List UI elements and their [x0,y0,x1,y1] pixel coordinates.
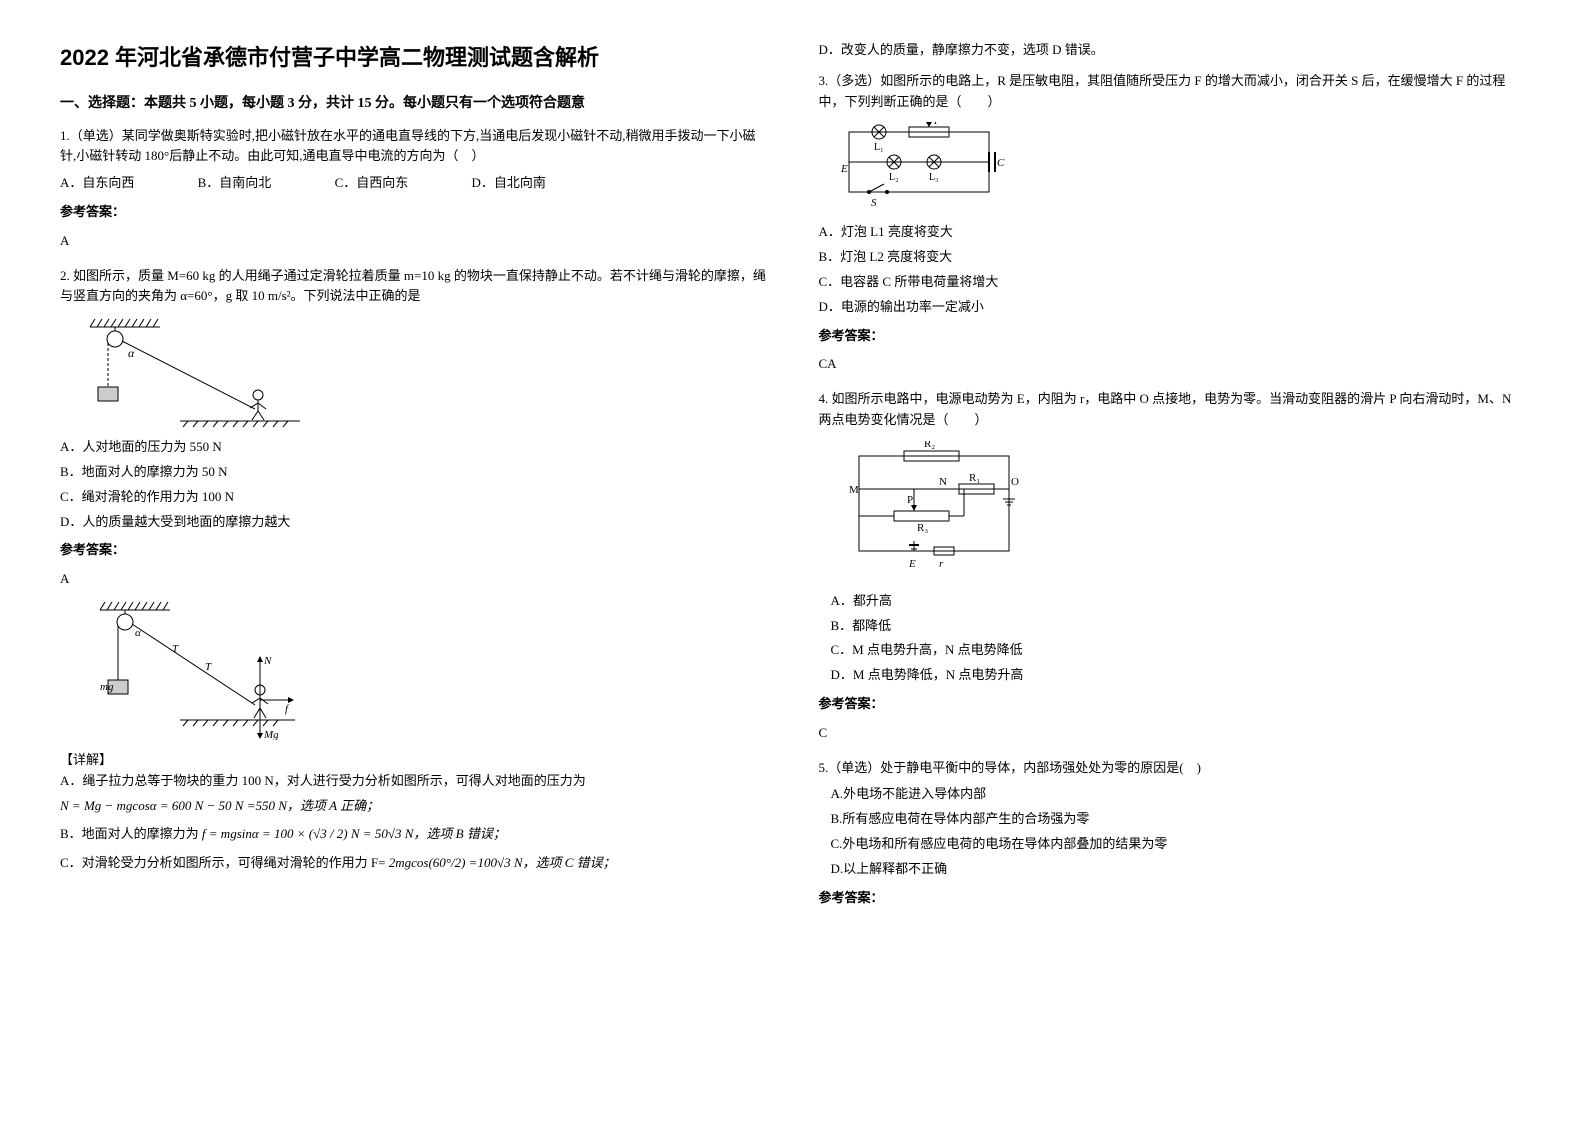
q2-optA: A．人对地面的压力为 550 N [60,437,769,458]
q1-optA: A．自东向西 [60,173,134,194]
question-1: 1.（单选）某同学做奥斯特实验时,把小磁针放在水平的通电直导线的下方,当通电后发… [60,126,769,252]
svg-text:mg: mg [100,681,114,693]
q4-optD: D．M 点电势降低，N 点电势升高 [831,665,1528,686]
q2-detailB-formula: f = mgsinα = 100 × (√3 / 2) N = 50√3 N，选… [202,826,506,841]
question-3: 3.（多选）如图所示的电路上，R 是压敏电阻，其阻值随所受压力 F 的增大而减小… [819,71,1528,375]
svg-text:E: E [840,163,848,175]
q4-optC: C．M 点电势升高，N 点电势降低 [831,640,1528,661]
q2-detailA-formula: N = Mg − mgcosα = 600 N − 50 N =550 N，选项… [60,796,769,817]
q3-answer-label: 参考答案： [819,326,1528,347]
section-header: 一、选择题：本题共 5 小题，每小题 3 分，共计 15 分。每小题只有一个选项… [60,93,769,115]
svg-text:T: T [172,643,179,655]
q3-text: 3.（多选）如图所示的电路上，R 是压敏电阻，其阻值随所受压力 F 的增大而减小… [819,71,1528,113]
q5-optB: B.所有感应电荷在导体内部产生的合场强为零 [831,809,1528,830]
svg-text:α: α [128,346,135,360]
q3-optB: B．灯泡 L2 亮度将变大 [819,247,1528,268]
svg-text:R₂: R₂ [924,441,935,450]
q4-answer-label: 参考答案： [819,694,1528,715]
svg-text:f: f [285,703,290,715]
svg-text:L₃: L₃ [929,172,939,183]
svg-text:N: N [263,655,272,667]
page-title: 2022 年河北省承德市付营子中学高二物理测试题含解析 [60,40,769,75]
q2-options: A．人对地面的压力为 550 N B．地面对人的摩擦力为 50 N C．绳对滑轮… [60,437,769,532]
pulley-diagram-icon: α [80,317,300,427]
q2-answer: A [60,569,769,590]
svg-text:R₁: R₁ [969,472,980,484]
circuit-diagram-icon: L₁ R F L₂ L₃ [839,122,1009,212]
svg-text:L₂: L₂ [889,172,899,183]
q5-options: A.外电场不能进入导体内部 B.所有感应电荷在导体内部产生的合场强为零 C.外电… [819,784,1528,879]
q1-optC: C．自西向东 [335,173,409,194]
q2-answer-label: 参考答案： [60,540,769,561]
svg-text:r: r [939,558,944,570]
svg-text:C: C [997,157,1005,169]
svg-text:F: F [933,122,941,127]
q1-text: 1.（单选）某同学做奥斯特实验时,把小磁针放在水平的通电直导线的下方,当通电后发… [60,126,769,168]
q2-optB: B．地面对人的摩擦力为 50 N [60,462,769,483]
svg-text:R₃: R₃ [917,522,928,534]
q3-optD: D．电源的输出功率一定减小 [819,297,1528,318]
q2-figure-1: α [60,317,769,427]
q2-detail-label: 【详解】 [60,750,769,771]
q2-figure-2: mg α T T N f Mg [60,600,769,740]
q2-optD: D．人的质量越大受到地面的摩擦力越大 [60,512,769,533]
svg-text:P: P [907,494,913,506]
q4-answer: C [819,723,1528,744]
q2-optC: C．绳对滑轮的作用力为 100 N [60,487,769,508]
question-4: 4. 如图所示电路中，电源电动势为 E，内阻为 r，电路中 O 点接地，电势为零… [819,389,1528,743]
q2-detailC-formula: 2mgcos(60°/2) =100√3 N，选项 C 错误； [389,855,616,870]
q2-detailD: D．改变人的质量，静摩擦力不变，选项 D 错误。 [819,40,1528,61]
q3-answer: CA [819,354,1528,375]
svg-text:S: S [871,197,877,209]
q5-optA: A.外电场不能进入导体内部 [831,784,1528,805]
q5-optD: D.以上解释都不正确 [831,859,1528,880]
svg-text:T: T [205,661,212,673]
circuit-r2-diagram-icon: R₂ M R₁ N O [839,441,1039,581]
force-diagram-icon: mg α T T N f Mg [80,600,300,740]
q4-options: A．都升高 B．都降低 C．M 点电势升高，N 点电势降低 D．M 点电势降低，… [819,591,1528,686]
svg-text:O: O [1011,476,1019,488]
q1-answer-label: 参考答案： [60,202,769,223]
q1-answer: A [60,231,769,252]
q4-figure: R₂ M R₁ N O [819,441,1528,581]
q3-optC: C．电容器 C 所带电荷量将增大 [819,272,1528,293]
q4-optB: B．都降低 [831,616,1528,637]
q5-text: 5.（单选）处于静电平衡中的导体，内部场强处处为零的原因是( ) [819,758,1528,779]
svg-text:M: M [849,484,859,496]
q1-options: A．自东向西 B．自南向北 C．自西向东 D．自北向南 [60,173,769,194]
q2-detailC: C．对滑轮受力分析如图所示，可得绳对滑轮的作用力 F= [60,855,385,870]
question-5: 5.（单选）处于静电平衡中的导体，内部场强处处为零的原因是( ) A.外电场不能… [819,758,1528,909]
svg-text:E: E [908,558,916,570]
q5-answer-label: 参考答案： [819,888,1528,909]
q3-optA: A．灯泡 L1 亮度将变大 [819,222,1528,243]
q3-options: A．灯泡 L1 亮度将变大 B．灯泡 L2 亮度将变大 C．电容器 C 所带电荷… [819,222,1528,317]
q4-text: 4. 如图所示电路中，电源电动势为 E，内阻为 r，电路中 O 点接地，电势为零… [819,389,1528,431]
q4-optA: A．都升高 [831,591,1528,612]
q1-optB: B．自南向北 [198,173,272,194]
q2-text: 2. 如图所示，质量 M=60 kg 的人用绳子通过定滑轮拉着质量 m=10 k… [60,266,769,308]
question-2: 2. 如图所示，质量 M=60 kg 的人用绳子通过定滑轮拉着质量 m=10 k… [60,266,769,874]
svg-text:N: N [939,476,947,488]
svg-text:Mg: Mg [263,729,279,740]
q1-optD: D．自北向南 [471,173,545,194]
svg-text:L₁: L₁ [874,142,884,153]
q3-figure: L₁ R F L₂ L₃ [819,122,1528,212]
q5-optC: C.外电场和所有感应电荷的电场在导体内部叠加的结果为零 [831,834,1528,855]
q2-detailA: A．绳子拉力总等于物块的重力 100 N，对人进行受力分析如图所示，可得人对地面… [60,771,769,792]
q2-detailB: B．地面对人的摩擦力为 [60,826,199,841]
